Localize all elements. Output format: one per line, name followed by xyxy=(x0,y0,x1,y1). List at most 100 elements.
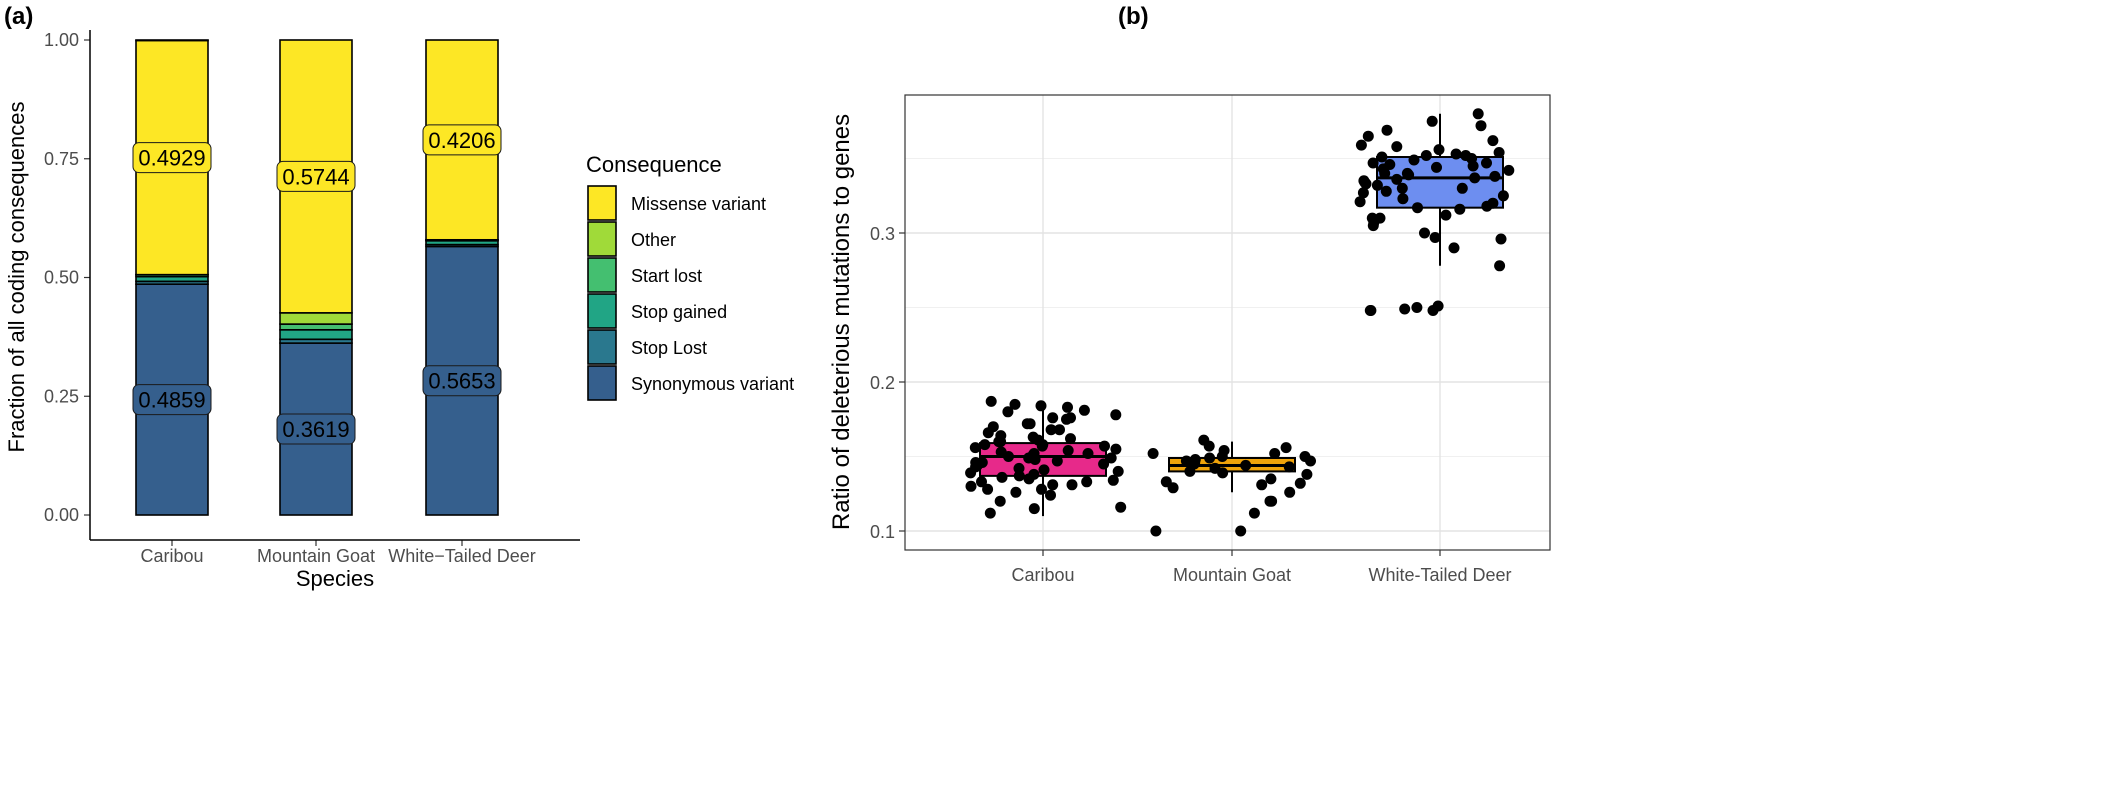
segment-label-box xyxy=(276,160,356,192)
data-point xyxy=(1107,474,1119,486)
data-point xyxy=(1204,452,1216,464)
data-point xyxy=(1280,442,1292,454)
legend-label: Other xyxy=(631,230,676,250)
data-point xyxy=(1384,159,1396,170)
data-point xyxy=(1054,424,1065,436)
data-point xyxy=(1294,477,1306,489)
y-axis-title: Fraction of all coding consequences xyxy=(4,102,29,453)
data-point xyxy=(1354,196,1366,208)
x-tick-label: Caribou xyxy=(1011,565,1074,585)
data-point xyxy=(1494,260,1506,272)
y-tick-label: 0.00 xyxy=(44,505,79,525)
data-point xyxy=(1391,173,1403,185)
bar-segment xyxy=(279,328,353,341)
segment-label: 0.4859 xyxy=(138,388,205,413)
data-point xyxy=(971,459,983,471)
legend-swatch xyxy=(587,329,617,365)
x-tick-label: Mountain Goat xyxy=(1173,565,1291,585)
stacked-bar-chart: 0.00 0.25 0.50 0.75 1.00 Caribou Mountain Goat… xyxy=(4,30,580,591)
data-point xyxy=(1391,141,1403,153)
y-tick-label: 0.25 xyxy=(44,386,79,406)
data-point xyxy=(965,467,977,479)
segment-label-box xyxy=(422,365,502,397)
data-point xyxy=(1099,440,1110,452)
segment-label: 0.4206 xyxy=(428,128,495,153)
data-point xyxy=(1460,150,1472,161)
x-tick-label: White-Tailed Deer xyxy=(1368,565,1511,585)
bar-segment xyxy=(279,312,353,325)
data-point xyxy=(1062,401,1073,413)
data-point xyxy=(1493,147,1505,158)
segment-label-box xyxy=(132,384,212,416)
data-point xyxy=(1399,303,1411,315)
data-point xyxy=(1487,135,1499,147)
y-tick-label: 0.1 xyxy=(870,522,895,542)
data-point xyxy=(1036,440,1048,452)
data-point xyxy=(1110,409,1122,421)
data-point xyxy=(1038,464,1050,476)
data-point xyxy=(984,507,996,519)
x-tick-label: Mountain Goat xyxy=(257,546,375,566)
data-point xyxy=(1027,431,1039,443)
data-point xyxy=(1045,489,1056,501)
data-point xyxy=(1203,440,1215,452)
data-point xyxy=(1061,413,1072,425)
data-point xyxy=(979,439,991,451)
data-point xyxy=(1248,507,1260,519)
data-point xyxy=(965,480,977,492)
data-point xyxy=(1105,452,1117,464)
data-point xyxy=(1028,503,1040,515)
y-tick-label: 0.75 xyxy=(44,149,79,169)
data-point xyxy=(1381,124,1393,136)
legend-title: Consequence xyxy=(586,152,722,177)
data-point xyxy=(1027,449,1039,461)
data-point xyxy=(1426,115,1438,127)
y-tick-label: 1.00 xyxy=(44,30,79,50)
data-point xyxy=(995,446,1007,458)
legend-label: Missense variant xyxy=(631,194,766,214)
data-point xyxy=(987,421,999,433)
bar-segment xyxy=(279,323,353,331)
legend-swatch xyxy=(587,293,617,329)
data-point xyxy=(1265,473,1277,485)
segment-label: 0.5744 xyxy=(282,164,349,189)
data-point xyxy=(1112,465,1124,477)
data-point xyxy=(1367,157,1379,169)
data-point xyxy=(1269,448,1281,459)
data-point xyxy=(1013,462,1025,474)
data-point xyxy=(1284,486,1296,498)
data-point xyxy=(1115,501,1127,513)
data-point xyxy=(1010,486,1022,498)
segment-label: 0.3619 xyxy=(282,417,349,442)
data-point xyxy=(1082,448,1094,459)
data-point xyxy=(1362,130,1374,142)
data-point xyxy=(1397,193,1409,205)
data-point xyxy=(1396,182,1408,194)
data-point xyxy=(1376,151,1388,163)
x-tick-label: White−Tailed Deer xyxy=(388,546,536,566)
data-point xyxy=(976,476,987,488)
panel-label-b: (b) xyxy=(1118,3,1149,30)
segment-label-box xyxy=(132,142,212,174)
data-point xyxy=(1065,433,1076,445)
data-point xyxy=(1371,179,1383,191)
data-point xyxy=(1487,197,1499,209)
y-axis-title: Ratio of deleterious mutations to genes xyxy=(828,114,855,530)
data-point xyxy=(1240,459,1252,471)
data-point xyxy=(1180,455,1192,467)
y-tick-label: 0.2 xyxy=(870,373,895,393)
data-point xyxy=(1475,120,1487,132)
data-point xyxy=(1216,451,1228,462)
data-point xyxy=(996,471,1008,483)
data-point xyxy=(1355,139,1367,151)
data-point xyxy=(1147,448,1159,459)
segment-label-box xyxy=(276,413,356,445)
data-point xyxy=(1408,154,1420,166)
plot-border xyxy=(904,94,1551,551)
data-point xyxy=(1429,232,1441,243)
data-point xyxy=(1184,465,1196,477)
legend-swatch xyxy=(587,221,617,257)
data-point xyxy=(1098,458,1110,470)
data-point xyxy=(1489,170,1501,182)
